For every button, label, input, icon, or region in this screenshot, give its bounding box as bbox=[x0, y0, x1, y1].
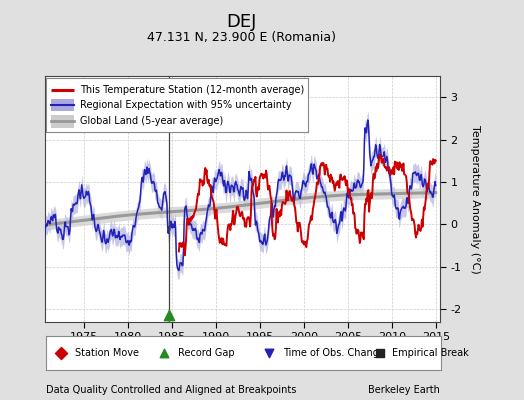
Text: This Temperature Station (12-month average): This Temperature Station (12-month avera… bbox=[80, 85, 304, 95]
Point bbox=[376, 350, 384, 356]
Point bbox=[160, 350, 169, 356]
Point bbox=[165, 312, 173, 318]
Text: Record Gap: Record Gap bbox=[178, 348, 235, 358]
Point bbox=[57, 350, 66, 356]
Text: DEJ: DEJ bbox=[226, 13, 256, 31]
Text: Global Land (5-year average): Global Land (5-year average) bbox=[80, 116, 223, 126]
Text: Empirical Break: Empirical Break bbox=[392, 348, 468, 358]
Text: Station Move: Station Move bbox=[75, 348, 139, 358]
Text: Regional Expectation with 95% uncertainty: Regional Expectation with 95% uncertaint… bbox=[80, 100, 291, 110]
Text: 47.131 N, 23.900 E (Romania): 47.131 N, 23.900 E (Romania) bbox=[147, 32, 335, 44]
Point bbox=[265, 350, 274, 356]
Text: Time of Obs. Change: Time of Obs. Change bbox=[283, 348, 385, 358]
Y-axis label: Temperature Anomaly (°C): Temperature Anomaly (°C) bbox=[470, 125, 480, 273]
Text: Berkeley Earth: Berkeley Earth bbox=[368, 385, 440, 395]
Text: Data Quality Controlled and Aligned at Breakpoints: Data Quality Controlled and Aligned at B… bbox=[46, 385, 296, 395]
